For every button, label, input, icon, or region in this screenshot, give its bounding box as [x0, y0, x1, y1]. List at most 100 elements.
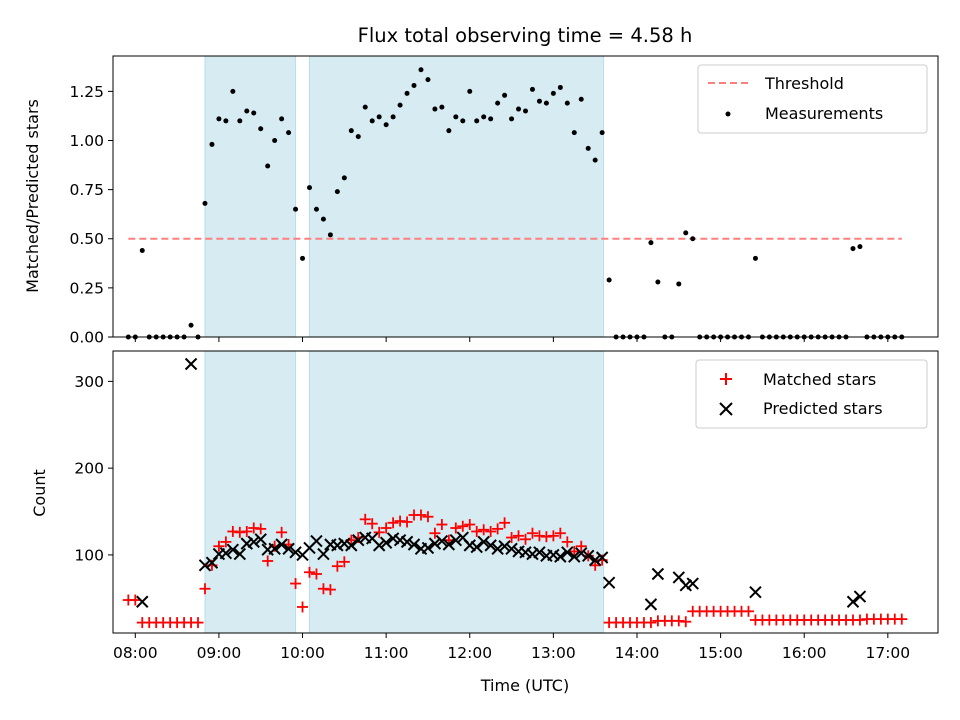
- predicted-star-point: [498, 540, 511, 553]
- legend-threshold-label: Threshold: [764, 74, 844, 93]
- matched-star-point: [499, 517, 511, 529]
- measurement-point: [850, 246, 856, 252]
- measurement-point: [139, 248, 145, 254]
- measurement-point: [460, 118, 466, 124]
- measurement-point: [502, 92, 508, 98]
- predicted-star-stroke: [533, 546, 546, 559]
- measurement-point: [258, 126, 264, 132]
- predicted-star-stroke: [449, 533, 463, 547]
- x-tick-label: 15:00: [698, 644, 743, 662]
- predicted-star-point: [317, 547, 330, 561]
- predicted-star-stroke: [568, 550, 581, 563]
- measurement-point: [690, 236, 696, 242]
- measurement-point: [752, 255, 758, 261]
- measurement-point: [244, 108, 250, 114]
- matched-star-point: [213, 540, 225, 552]
- predicted-star-point: [533, 546, 546, 559]
- predicted-star-point: [289, 546, 302, 559]
- measurement-point: [446, 128, 452, 134]
- measurement-point: [390, 114, 396, 120]
- measurement-point: [564, 100, 570, 106]
- measurement-point: [543, 100, 549, 106]
- matched-star-point: [575, 540, 587, 552]
- measurement-point: [509, 116, 515, 122]
- matched-star-point: [401, 516, 413, 528]
- matched-star-point: [290, 578, 302, 590]
- predicted-star-stroke: [275, 538, 288, 551]
- bottom-shaded-intervals: [204, 350, 605, 634]
- measurement-point: [397, 102, 403, 108]
- measurement-point: [683, 230, 689, 236]
- predicted-star-point: [275, 538, 288, 551]
- measurement-point: [320, 216, 326, 222]
- x-tick-label: 13:00: [531, 644, 576, 662]
- measurement-point: [300, 255, 306, 261]
- measurement-point: [313, 206, 319, 212]
- measurement-point: [411, 82, 417, 88]
- top-legend: Threshold Measurements: [697, 64, 928, 134]
- matched-star-point: [506, 532, 518, 544]
- predicted-star-stroke: [407, 538, 421, 551]
- measurement-point: [327, 232, 333, 238]
- measurement-point: [376, 114, 382, 120]
- measurement-point: [341, 175, 347, 181]
- matched-star-point: [380, 522, 392, 534]
- measurement-point: [279, 116, 285, 122]
- measurement-point: [439, 104, 445, 110]
- y-tick-label: 0.00: [69, 329, 104, 347]
- measurement-point: [404, 90, 410, 96]
- predicted-star-stroke: [484, 539, 497, 552]
- predicted-star-point: [282, 542, 295, 556]
- bottom-x-ticks: 08:00 09:00 10:00 11:00 12:00 13:00 14:00 15:00…: [113, 633, 910, 662]
- predicted-star-stroke: [282, 542, 295, 556]
- predicted-star-stroke: [498, 540, 511, 553]
- matched-star-point: [478, 524, 490, 536]
- measurement-point: [453, 114, 459, 120]
- matched-star-point: [680, 616, 692, 628]
- y-tick-label: 200: [74, 460, 104, 478]
- measurement-point: [209, 141, 215, 147]
- predicted-star-stroke: [365, 532, 379, 545]
- predicted-star-stroke: [136, 595, 149, 608]
- top-y-axis-label: Matched/Predicted stars: [23, 99, 42, 293]
- bottom-legend-box: [695, 359, 928, 429]
- predicted-star-stroke: [456, 531, 469, 544]
- measurement-point: [237, 118, 243, 124]
- predicted-star-stroke: [846, 595, 860, 608]
- predicted-star-point: [442, 538, 456, 551]
- predicted-star-stroke: [595, 551, 609, 564]
- predicted-star-stroke: [428, 537, 442, 550]
- predicted-star-stroke: [372, 539, 386, 552]
- measurement-point: [557, 84, 563, 90]
- predicted-star-stroke: [575, 546, 588, 560]
- predicted-star-stroke: [491, 542, 504, 556]
- measurement-point: [216, 116, 222, 122]
- measurement-point: [495, 100, 501, 106]
- measurement-point: [481, 114, 487, 120]
- measurement-point: [474, 118, 480, 124]
- predicted-star-stroke: [561, 546, 574, 559]
- matched-star-point: [220, 536, 232, 548]
- matched-star-point: [366, 518, 378, 530]
- top-axes-frame: [112, 55, 939, 338]
- bottom-x-axis-label: Time (UTC): [480, 676, 569, 695]
- y-tick-label: 100: [74, 546, 104, 564]
- measurement-point: [536, 98, 542, 104]
- measurement-point: [418, 67, 424, 73]
- predicted-star-point: [184, 357, 198, 371]
- predicted-star-stroke: [477, 535, 490, 549]
- predicted-star-point: [400, 535, 414, 549]
- predicted-star-stroke: [184, 357, 198, 371]
- predicted-star-stroke: [289, 546, 302, 559]
- predicted-star-point: [268, 542, 281, 556]
- predicted-star-point: [247, 535, 260, 549]
- predicted-star-point: [491, 542, 504, 556]
- matched-star-point: [297, 601, 309, 613]
- predicted-star-stroke: [602, 576, 616, 589]
- matched-star-point: [589, 559, 601, 571]
- matched-star-point: [359, 513, 371, 525]
- predicted-star-point: [853, 590, 867, 603]
- matched-star-point: [645, 617, 657, 629]
- predicted-star-point: [352, 533, 365, 547]
